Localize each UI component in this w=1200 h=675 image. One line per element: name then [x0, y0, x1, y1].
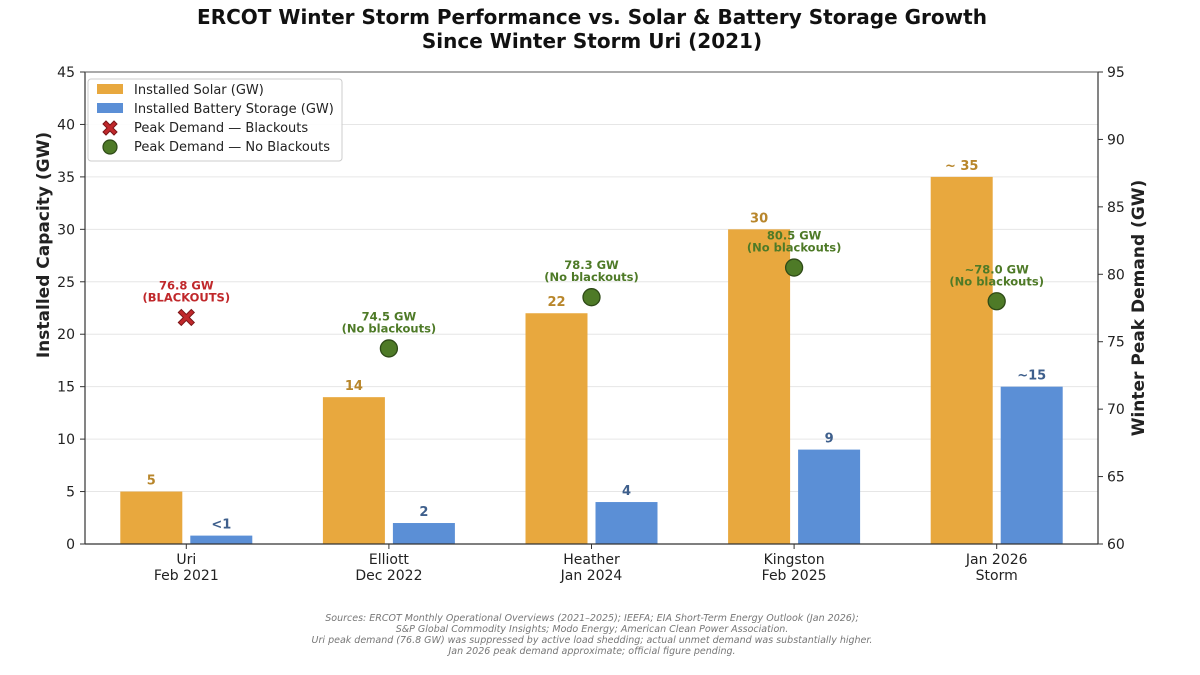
battery-bar	[1000, 386, 1063, 544]
y-tick-label: 0	[66, 537, 75, 553]
legend-battery-swatch	[97, 103, 123, 113]
peak-demand-marker	[379, 339, 399, 358]
bars	[120, 176, 1063, 545]
solar-bar	[322, 397, 385, 544]
x-tick-label: Jan 2026	[965, 552, 1028, 568]
battery-value-label: ~15	[1017, 369, 1046, 384]
y-tick-label: 40	[57, 117, 75, 133]
battery-bar	[392, 523, 455, 544]
solar-bar	[930, 176, 993, 544]
x-tick-label: Elliott	[369, 552, 410, 568]
legend-x-shape	[102, 120, 118, 136]
battery-value-label: 4	[622, 484, 631, 499]
y2-tick-label: 95	[1107, 65, 1125, 81]
solar-value-label: 5	[147, 474, 156, 489]
legend-battery-label: Installed Battery Storage (GW)	[134, 102, 334, 117]
y-tick-label: 35	[57, 170, 75, 186]
x-tick-label: Dec 2022	[355, 568, 422, 584]
battery-value-label: 2	[419, 505, 428, 520]
peak-demand-markers	[177, 258, 1006, 358]
x-tick-label: Feb 2021	[154, 568, 219, 584]
battery-value-label: 9	[825, 432, 834, 447]
solar-value-label: 14	[345, 379, 363, 394]
peak-demand-value-label: ~78.0 GW	[965, 262, 1029, 276]
peak-demand-status-label: (BLACKOUTS)	[143, 290, 231, 304]
source-line-1: Sources: ERCOT Monthly Operational Overv…	[325, 613, 859, 624]
y-tick-label: 10	[57, 432, 75, 448]
legend-solar-swatch	[97, 84, 123, 94]
y-axis-title-left: Installed Capacity (GW)	[34, 132, 54, 358]
solar-bar	[120, 491, 183, 544]
source-line-3: Uri peak demand (76.8 GW) was suppressed…	[312, 635, 873, 646]
blackout-marker-icon	[177, 308, 196, 327]
y-tick-label: 15	[57, 380, 75, 396]
battery-value-label: <1	[211, 518, 231, 533]
source-line-4: Jan 2026 peak demand approximate; offici…	[446, 646, 735, 657]
solar-value-label: 22	[547, 295, 565, 310]
y-tick-label: 45	[57, 65, 75, 81]
y2-tick-label: 65	[1107, 470, 1125, 486]
peak-demand-status-label: (No blackouts)	[949, 274, 1044, 288]
battery-bar	[190, 535, 253, 544]
peak-demand-status-label: (No blackouts)	[342, 321, 437, 335]
y2-tick-label: 90	[1107, 132, 1125, 148]
legend-no-blackout-marker-icon	[102, 139, 118, 155]
peak-demand-marker	[784, 258, 804, 277]
battery-bar	[798, 449, 861, 544]
legend-blackout-label: Peak Demand — Blackouts	[134, 121, 308, 136]
solar-bar	[525, 313, 588, 544]
y-tick-label: 5	[66, 485, 75, 501]
sources-note: Sources: ERCOT Monthly Operational Overv…	[312, 613, 873, 657]
legend-solar-label: Installed Solar (GW)	[134, 83, 264, 98]
legend-no-blackout-label: Peak Demand — No Blackouts	[134, 140, 330, 155]
peak-demand-marker	[582, 288, 601, 307]
y2-tick-label: 60	[1107, 537, 1125, 553]
y-tick-label: 30	[57, 222, 75, 238]
peak-demand-status-label: (No blackouts)	[747, 241, 842, 255]
y2-tick-label: 85	[1107, 200, 1125, 216]
solar-value-label: ~ 35	[945, 159, 979, 174]
legend-box	[87, 78, 343, 162]
y2-tick-label: 70	[1107, 402, 1125, 418]
y-axis-title-right: Winter Peak Demand (GW)	[1129, 180, 1149, 437]
y-tick-label: 25	[57, 275, 75, 291]
battery-bar	[595, 502, 658, 544]
peak-demand-value-label: 78.3 GW	[564, 258, 619, 272]
y2-tick-label: 80	[1107, 267, 1125, 283]
source-line-2: S&P Global Commodity Insights; Modo Ener…	[396, 624, 789, 635]
chart-title-line-1: ERCOT Winter Storm Performance vs. Solar…	[197, 5, 987, 29]
x-tick-label: Jan 2024	[560, 568, 623, 584]
legend-blackout-marker-icon	[102, 120, 118, 136]
peak-demand-marker	[987, 292, 1006, 311]
x-tick-label: Feb 2025	[762, 568, 827, 584]
x-tick-label: Storm	[976, 568, 1018, 584]
peak-demand-status-label: (No blackouts)	[544, 270, 639, 284]
x-tick-label: Uri	[176, 552, 196, 568]
legend: Installed Solar (GW) Installed Battery S…	[87, 78, 343, 162]
y2-tick-label: 75	[1107, 335, 1125, 351]
solar-value-label: 30	[750, 211, 768, 226]
data-labels: 5 14 22 30 ~ 35 <1 2 4 9 ~15 76.8 GW(BLACKOUTS) 74.…	[143, 159, 1047, 533]
peak-demand-value-label: 74.5 GW	[362, 309, 417, 323]
axes: 0510152025303540456065707580859095UriFeb…	[57, 65, 1125, 584]
peak-demand-value-label: 76.8 GW	[159, 278, 214, 292]
x-tick-label: Heather	[563, 552, 620, 568]
solar-bar	[728, 229, 791, 545]
y-tick-label: 20	[57, 327, 75, 343]
peak-demand-value-label: 80.5 GW	[767, 229, 822, 243]
chart-title-line-2: Since Winter Storm Uri (2021)	[422, 29, 762, 53]
x-tick-label: Kingston	[764, 552, 825, 568]
